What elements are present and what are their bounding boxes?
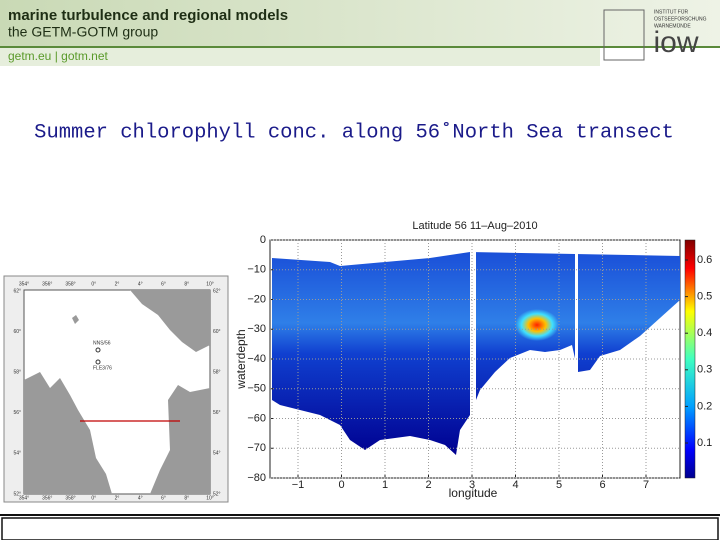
colorbar-tick-label: 0.4 [697,327,712,339]
x-tick-label: 4 [512,479,518,491]
header-band [0,0,720,46]
lon-label: 354° [19,281,29,287]
colorbar-tick-label: 0.2 [697,400,712,412]
lon-label: 8° [184,495,189,501]
x-tick-label: 0 [338,479,344,491]
x-tick-label: 6 [599,479,605,491]
lat-label: 56° [13,410,21,416]
lon-label: 4° [138,281,143,287]
y-tick-label: 0 [260,234,266,246]
header-rule [0,46,720,48]
colorbar-tick-label: 0.1 [697,437,712,449]
logo: iow [653,26,698,59]
x-tick-label: −1 [292,479,305,491]
land-norway [130,290,210,352]
header-subtitle: the GETM-GOTM group [8,24,158,40]
logo-text-line: INSTITUT FÜR [654,8,688,15]
x-tick-label: 5 [556,479,562,491]
lon-label: 0° [91,495,96,501]
map-ticks: 354° 354° 356° 356° 358° 358° 0° 0° 2° 2° 4° 4° 6° 6°… [13,281,220,501]
header-links[interactable]: getm.eu | gotm.net [8,49,109,63]
colorbar [684,239,696,479]
colorbar-tick-label: 0.3 [697,364,712,376]
lon-label: 0° [91,281,96,287]
plot-ticks: −1 0 1 2 3 4 5 6 70−10−20−30−40−50−60−70−800.60.… [247,234,712,491]
y-tick-label: −40 [247,353,266,365]
lon-label: 10° [206,495,214,501]
footer-box [1,517,719,540]
lat-label: 52° [13,491,21,497]
station-label: FLE3/76 [93,365,112,371]
links-band [0,48,600,66]
lon-label: 358° [65,495,75,501]
logo-text-line: OSTSEEFORSCHUNG [654,16,707,22]
lon-label: 8° [184,281,189,287]
lat-label: 62° [13,288,21,294]
x-tick-label: 3 [469,479,475,491]
station-label: NNS/56 [93,340,111,346]
station-marker [95,347,101,353]
data-gap [575,250,578,380]
footer-rule [0,514,720,516]
y-tick-label: −50 [247,383,266,395]
header-title: marine turbulence and regional models [8,7,288,24]
plot-title: Latitude 56 11–Aug–2010 [412,220,537,232]
y-tick-label: −60 [247,412,266,424]
section-plot: Latitude 56 11–Aug–2010 longitude waterd… [234,220,712,500]
lat-label: 58° [213,370,221,376]
y-tick-label: −10 [247,264,266,276]
lat-label: 60° [13,329,21,335]
lat-label: 62° [213,288,221,294]
x-tick-label: 1 [382,479,388,491]
lat-label: 54° [213,451,221,457]
y-tick-label: −30 [247,323,266,335]
lat-label: 52° [213,491,221,497]
lon-label: 2° [115,495,120,501]
y-tick-label: −70 [247,442,266,454]
lat-label: 56° [213,410,221,416]
map: NNS/56 FLE3/76 354° 354° 356° 356° 358° 358° 0… [3,275,229,503]
lat-label: 54° [13,451,21,457]
x-axis-label: longitude [449,486,498,500]
land-continent [150,385,210,494]
y-tick-label: −80 [247,472,266,484]
y-axis-label: waterdepth [234,329,248,389]
lon-label: 356° [42,495,52,501]
lon-label: 354° [19,495,29,501]
lon-label: 6° [161,281,166,287]
lon-label: 356° [42,281,52,287]
lon-label: 358° [65,281,75,287]
x-tick-label: 2 [425,479,431,491]
logo-mark [603,9,645,61]
lat-label: 58° [13,370,21,376]
slide-title: Summer chlorophyll conc. along 56˚North … [34,121,674,144]
land-shetland [72,315,79,324]
land-britain [24,372,112,494]
lon-label: 2° [115,281,120,287]
x-tick-label: 7 [643,479,649,491]
colorbar-tick-label: 0.6 [697,254,712,266]
chlorophyll-maximum [515,309,559,341]
station-marker [95,359,101,365]
y-tick-label: −20 [247,293,266,305]
logo-text-line: WARNEMÜNDE [654,22,691,29]
lat-label: 60° [213,329,221,335]
lon-label: 6° [161,495,166,501]
colorbar-tick-label: 0.5 [697,291,712,303]
data-gap [470,250,476,475]
lon-label: 10° [206,281,214,287]
lon-label: 4° [138,495,143,501]
